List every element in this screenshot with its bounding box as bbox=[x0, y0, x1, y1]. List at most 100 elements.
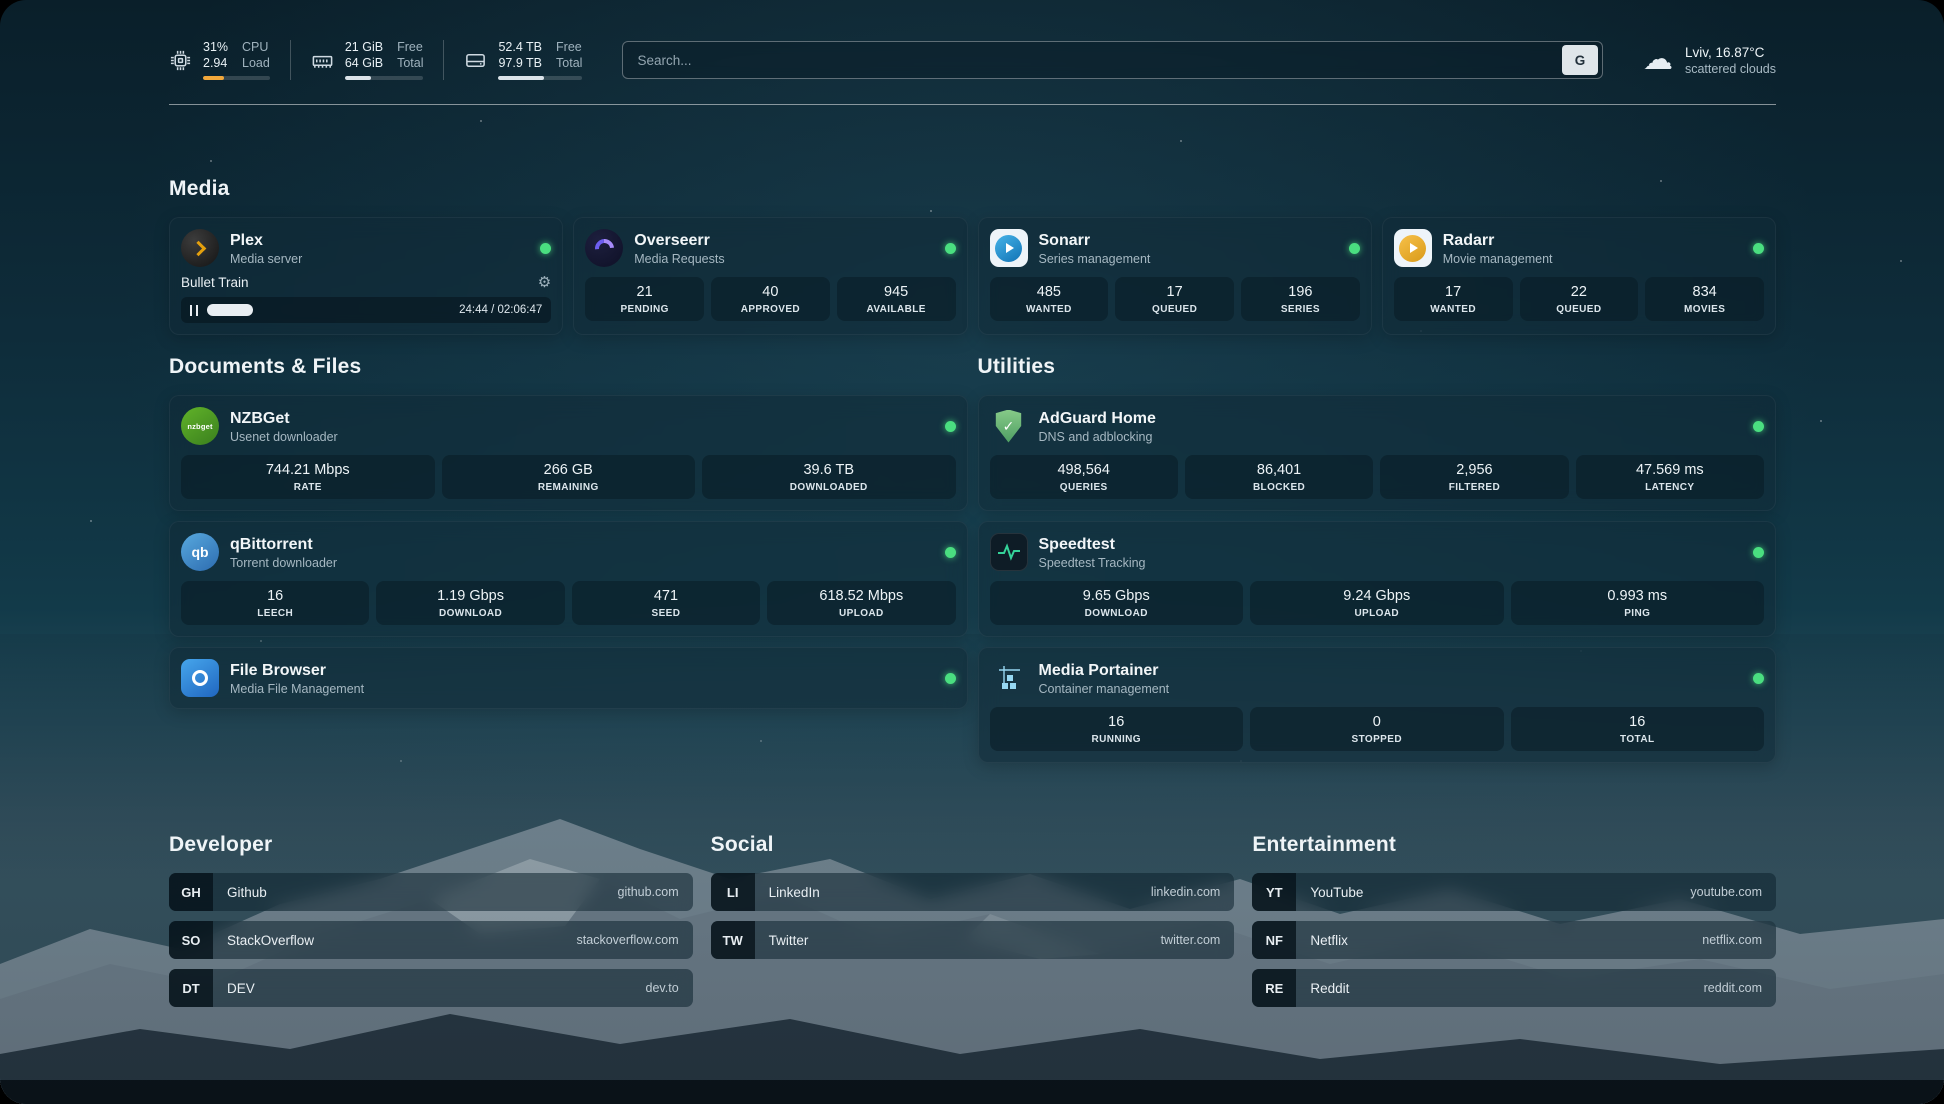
overseerr-icon bbox=[585, 229, 624, 267]
stat-download: 9.65 Gbps DOWNLOAD bbox=[989, 581, 1243, 625]
bookmark-url: reddit.com bbox=[1703, 981, 1762, 995]
bookmark-abbr: SO bbox=[169, 921, 213, 959]
bookmark-youtube[interactable]: YT YouTube youtube.com bbox=[1252, 873, 1776, 911]
status-online-dot bbox=[1348, 242, 1360, 254]
hard-drive-icon bbox=[466, 53, 486, 67]
ram-total-label: Total bbox=[397, 56, 424, 70]
app-card-nzbget[interactable]: nzbget NZBGet Usenet downloader 744.21 M… bbox=[169, 395, 968, 511]
bookmark-reddit[interactable]: RE Reddit reddit.com bbox=[1252, 969, 1776, 1007]
playback-time: 24:44 / 02:06:47 bbox=[459, 304, 543, 316]
filebrowser-icon bbox=[181, 659, 219, 697]
stat-downloaded: 39.6 TB DOWNLOADED bbox=[702, 455, 956, 499]
bookmark-abbr: YT bbox=[1252, 873, 1297, 911]
stat-queued: 22 QUEUED bbox=[1519, 277, 1639, 321]
section-title-media: Media bbox=[169, 177, 230, 200]
bookmarks-social: Social LI LinkedIn linkedin.com TW Twitt… bbox=[710, 833, 1235, 1007]
bookmark-twitter[interactable]: TW Twitter twitter.com bbox=[710, 921, 1235, 959]
now-playing-title: Bullet Train bbox=[181, 275, 249, 290]
cpu-label: CPU bbox=[242, 40, 269, 54]
app-card-overseerr[interactable]: Overseerr Media Requests 21 PENDING 40 A… bbox=[573, 217, 968, 335]
bookmark-stackoverflow[interactable]: SO StackOverflow stackoverflow.com bbox=[169, 921, 693, 959]
app-card-qbittorrent[interactable]: qb qBittorrent Torrent downloader 16 LEE… bbox=[169, 521, 968, 637]
speedtest-icon bbox=[989, 533, 1028, 571]
stat-blocked: 86,401 BLOCKED bbox=[1184, 455, 1374, 499]
bookmark-url: twitter.com bbox=[1160, 933, 1221, 947]
bookmarks-developer: Developer GH Github github.com SO StackO… bbox=[169, 833, 693, 1007]
app-name: Sonarr bbox=[1038, 231, 1091, 249]
pause-icon[interactable] bbox=[190, 304, 198, 316]
stat-wanted: 17 WANTED bbox=[1393, 277, 1513, 321]
status-online-dot bbox=[944, 242, 956, 254]
app-card-plex[interactable]: Plex Media server Bullet Train ⚙ 24:44 /… bbox=[169, 217, 564, 335]
bookmark-name: Github bbox=[227, 884, 267, 900]
disk-free-value: 52.4 TB bbox=[498, 40, 543, 54]
disk-total-label: Total bbox=[556, 56, 583, 70]
bookmark-url: stackoverflow.com bbox=[576, 933, 679, 947]
ram-widget: 21 GiB Free 64 GiB Total bbox=[311, 40, 445, 80]
section-title-social: Social bbox=[710, 833, 774, 856]
app-name: Plex bbox=[230, 231, 263, 249]
status-online-dot bbox=[540, 242, 552, 254]
cpu-load-label: Load bbox=[242, 56, 270, 70]
section-title-documents: Documents & Files bbox=[169, 355, 362, 378]
cpu-chip-icon bbox=[170, 50, 191, 70]
stat-remaining: 266 GB REMAINING bbox=[441, 455, 695, 499]
stat-stopped: 0 STOPPED bbox=[1250, 707, 1504, 751]
bookmark-abbr: TW bbox=[710, 921, 755, 959]
status-online-dot bbox=[1753, 546, 1764, 558]
plex-icon bbox=[181, 229, 219, 267]
section-title-entertainment: Entertainment bbox=[1252, 833, 1397, 856]
plex-player[interactable]: 24:44 / 02:06:47 bbox=[181, 297, 552, 323]
status-online-dot bbox=[944, 672, 956, 684]
bookmark-url: linkedin.com bbox=[1150, 885, 1221, 899]
status-online-dot bbox=[1753, 242, 1764, 254]
app-subtitle: Container management bbox=[1038, 681, 1170, 696]
snow-particles bbox=[0, 0, 2, 2]
ram-free-label: Free bbox=[397, 40, 423, 54]
bookmark-name: Netflix bbox=[1310, 932, 1348, 948]
bookmark-url: netflix.com bbox=[1702, 933, 1762, 947]
status-online-dot bbox=[1753, 672, 1764, 684]
app-card-radarr[interactable]: Radarr Movie management 17 WANTED 22 QUE… bbox=[1381, 217, 1776, 335]
section-title-developer: Developer bbox=[169, 833, 273, 856]
stat-pending: 21 PENDING bbox=[585, 277, 704, 321]
app-name: File Browser bbox=[230, 661, 327, 679]
bookmark-linkedin[interactable]: LI LinkedIn linkedin.com bbox=[710, 873, 1235, 911]
stat-filtered: 2,956 FILTERED bbox=[1380, 455, 1569, 499]
search-engine-button[interactable]: G bbox=[1561, 45, 1598, 75]
stat-rate: 744.21 Mbps RATE bbox=[181, 455, 435, 499]
stat-series: 196 SERIES bbox=[1241, 277, 1360, 321]
stat-latency: 47.569 ms LATENCY bbox=[1575, 455, 1764, 499]
stat-download: 1.19 Gbps DOWNLOAD bbox=[376, 581, 565, 625]
disk-widget: 52.4 TB Free 97.9 TB Total bbox=[464, 40, 583, 80]
cpu-load-value: 2.94 bbox=[203, 56, 228, 70]
bookmark-name: Reddit bbox=[1310, 980, 1350, 996]
memory-icon bbox=[312, 55, 333, 68]
sonarr-icon bbox=[989, 229, 1028, 267]
adguard-shield-icon: ✓ bbox=[990, 407, 1028, 445]
bookmark-github[interactable]: GH Github github.com bbox=[169, 873, 693, 911]
app-card-portainer[interactable]: Media Portainer Container management 16 … bbox=[977, 647, 1776, 763]
stat-available: 945 AVAILABLE bbox=[836, 277, 956, 321]
app-card-speedtest[interactable]: Speedtest Speedtest Tracking 9.65 Gbps D… bbox=[977, 521, 1776, 637]
bookmark-abbr: DT bbox=[169, 969, 213, 1007]
disk-total-value: 97.9 TB bbox=[498, 56, 543, 70]
stat-seed: 471 SEED bbox=[571, 581, 761, 625]
app-card-filebrowser[interactable]: File Browser Media File Management bbox=[169, 647, 968, 709]
app-name: NZBGet bbox=[230, 409, 290, 427]
disk-progressbar bbox=[498, 76, 583, 80]
playback-progressbar[interactable] bbox=[207, 304, 450, 316]
bookmark-netflix[interactable]: NF Netflix netflix.com bbox=[1252, 921, 1776, 959]
playback-progress-fill bbox=[207, 304, 254, 316]
app-card-adguard[interactable]: ✓ AdGuard Home DNS and adblocking 498,56… bbox=[977, 395, 1776, 511]
app-subtitle: Torrent downloader bbox=[230, 555, 338, 570]
search-bar[interactable]: G bbox=[622, 41, 1603, 79]
bookmarks-entertainment: Entertainment YT YouTube youtube.com NF … bbox=[1252, 833, 1776, 1007]
bookmark-dev[interactable]: DT DEV dev.to bbox=[169, 969, 693, 1007]
search-input[interactable] bbox=[637, 52, 1562, 68]
settings-gear-icon[interactable]: ⚙ bbox=[537, 274, 552, 291]
stat-queued: 17 QUEUED bbox=[1115, 277, 1234, 321]
stat-queries: 498,564 QUERIES bbox=[989, 455, 1178, 499]
app-card-sonarr[interactable]: Sonarr Series management 485 WANTED 17 Q… bbox=[977, 217, 1372, 335]
